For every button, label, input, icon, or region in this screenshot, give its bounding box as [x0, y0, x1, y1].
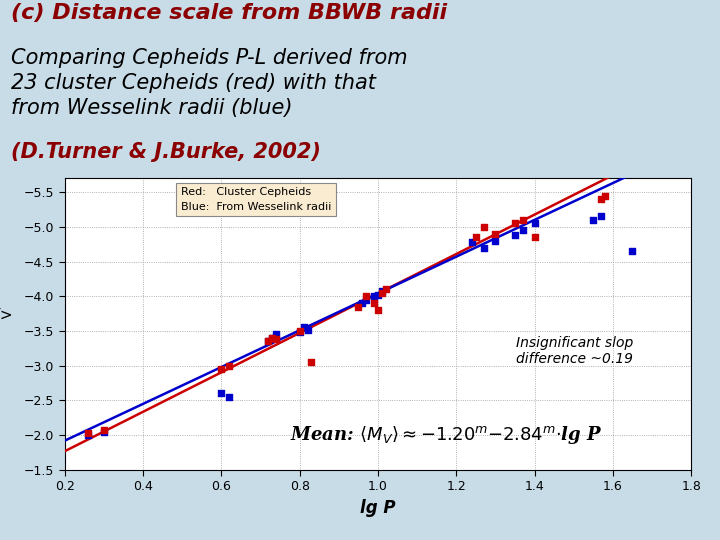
Point: [509, 231, 521, 239]
Point: [266, 334, 278, 342]
Point: [376, 288, 387, 297]
Text: Insignificant slop
difference ~0.19: Insignificant slop difference ~0.19: [516, 336, 633, 366]
Text: Comparing Cepheids P-L derived from
23 cluster Cepheids (red) with that
from Wes: Comparing Cepheids P-L derived from 23 c…: [11, 49, 408, 118]
Point: [478, 244, 490, 252]
Point: [528, 219, 540, 228]
Point: [372, 291, 384, 299]
Point: [528, 233, 540, 241]
Point: [478, 222, 490, 231]
Point: [380, 285, 392, 294]
Text: Red:   Cluster Cepheids
Blue:  From Wesselink radii: Red: Cluster Cepheids Blue: From Wesseli…: [181, 187, 331, 212]
Point: [376, 286, 387, 295]
Point: [361, 292, 372, 301]
Point: [588, 215, 599, 224]
Point: [298, 323, 310, 332]
Point: [599, 191, 611, 200]
X-axis label: lg P: lg P: [360, 499, 396, 517]
Point: [490, 237, 501, 245]
Text: (D.Turner & J.Burke, 2002): (D.Turner & J.Burke, 2002): [11, 143, 320, 163]
Point: [271, 335, 282, 343]
Point: [353, 302, 364, 311]
Point: [216, 389, 228, 398]
Point: [467, 238, 478, 246]
Point: [83, 429, 94, 437]
Point: [517, 226, 528, 234]
Point: [372, 306, 384, 314]
Text: (c) Distance scale from BBWB radii: (c) Distance scale from BBWB radii: [11, 3, 447, 23]
Y-axis label: <M_V>: <M_V>: [0, 308, 13, 324]
Point: [626, 247, 638, 255]
Text: Mean: $\langle M_V\rangle$$\approx$$-1.20^m$$-2.84^m$$\cdot$lg P: Mean: $\langle M_V\rangle$$\approx$$-1.2…: [290, 424, 603, 446]
Point: [266, 334, 278, 342]
Point: [263, 337, 274, 346]
Point: [98, 427, 109, 436]
Point: [595, 195, 607, 204]
Point: [216, 365, 228, 374]
Point: [369, 299, 380, 307]
Point: [509, 219, 521, 228]
Point: [83, 431, 94, 440]
Point: [517, 215, 528, 224]
Point: [263, 337, 274, 346]
Point: [490, 230, 501, 238]
Point: [223, 393, 235, 401]
Point: [595, 212, 607, 221]
Point: [223, 361, 235, 370]
Point: [271, 330, 282, 339]
Point: [356, 299, 368, 307]
Point: [98, 425, 109, 434]
Point: [306, 358, 318, 367]
Point: [470, 233, 482, 241]
Point: [294, 328, 305, 336]
Point: [361, 295, 372, 304]
Point: [294, 327, 305, 335]
Point: [369, 292, 380, 301]
Point: [302, 325, 313, 334]
